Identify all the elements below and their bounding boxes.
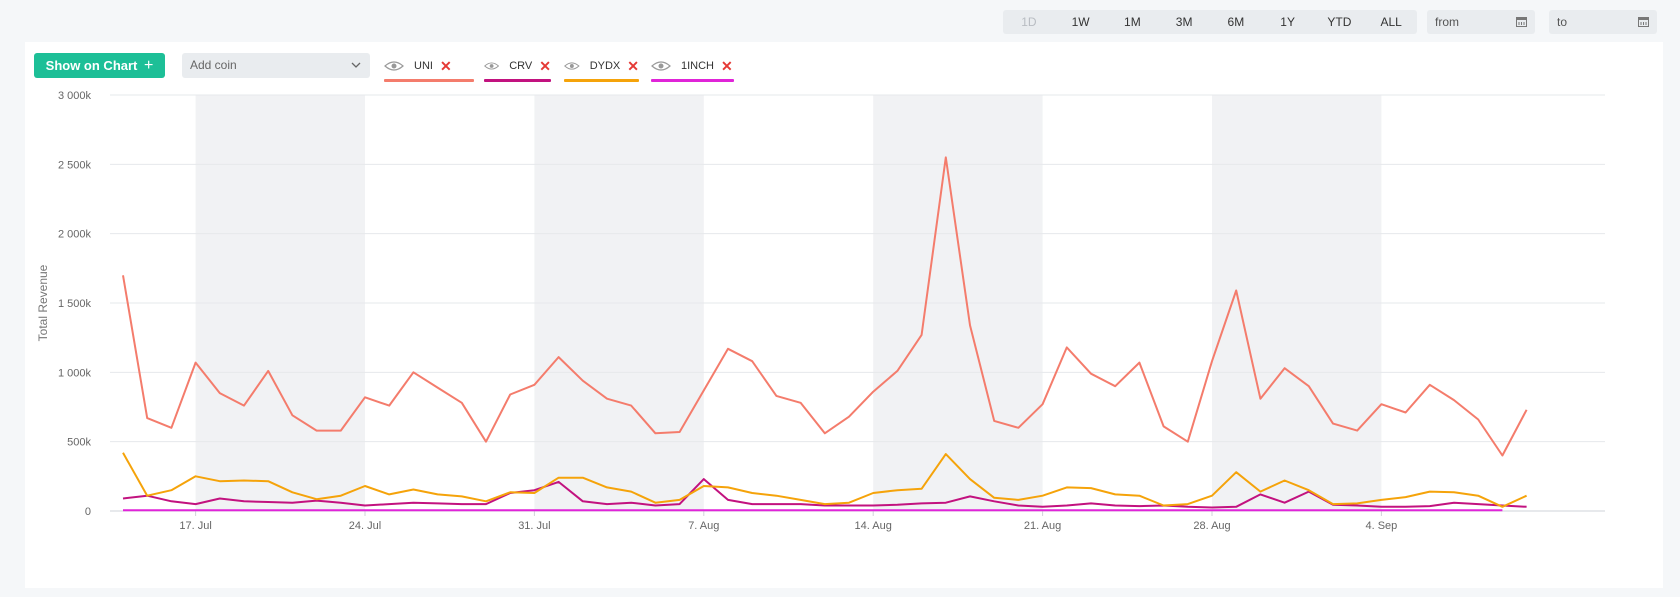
y-tick-label: 1 000k xyxy=(58,367,92,379)
coin-label: DYDX xyxy=(589,59,621,72)
x-tick-label: 28. Aug xyxy=(1193,520,1230,532)
calendar-icon xyxy=(1638,17,1649,27)
remove-coin-icon[interactable]: ✕ xyxy=(627,57,639,74)
y-tick-label: 3 000k xyxy=(58,90,92,102)
plus-icon: + xyxy=(144,57,154,74)
eye-icon[interactable] xyxy=(651,60,671,72)
range-1w-button[interactable]: 1W xyxy=(1071,15,1090,29)
from-date-input[interactable]: from xyxy=(1427,10,1535,34)
range-1m-button[interactable]: 1M xyxy=(1124,15,1141,29)
show-on-chart-button[interactable]: Show on Chart + xyxy=(34,53,165,78)
series-line-crv xyxy=(122,478,1527,509)
add-coin-placeholder: Add coin xyxy=(190,58,237,72)
series-line-dydx xyxy=(122,452,1528,508)
y-tick-label: 2 500k xyxy=(58,159,92,171)
x-tick-label: 7. Aug xyxy=(688,520,719,532)
line-chart: 0 500k 1 000k 1 500k 2 000k 2 500k 3 000k 17. J… xyxy=(36,90,1605,532)
y-tick-label: 2 000k xyxy=(58,229,92,241)
coin-label: 1INCH xyxy=(681,59,715,72)
coin-label: CRV xyxy=(509,59,533,72)
coin-tag-uni[interactable]: UNI ✕ xyxy=(384,53,474,82)
to-date-input[interactable]: to xyxy=(1549,10,1657,34)
show-on-chart-label: Show on Chart xyxy=(45,58,138,73)
y-tick-label: 1 500k xyxy=(58,298,92,310)
remove-coin-icon[interactable]: ✕ xyxy=(539,57,551,74)
range-1d-button[interactable]: 1D xyxy=(1021,15,1037,29)
series-color-underline xyxy=(384,79,474,82)
remove-coin-icon[interactable]: ✕ xyxy=(439,57,452,74)
add-coin-select[interactable]: Add coin xyxy=(182,53,370,78)
from-date-placeholder: from xyxy=(1435,15,1459,29)
eye-icon[interactable] xyxy=(564,60,580,72)
y-axis-title: Total Revenue xyxy=(36,264,50,341)
eye-icon[interactable] xyxy=(384,60,404,72)
coin-label: UNI xyxy=(414,59,433,72)
remove-coin-icon[interactable]: ✕ xyxy=(721,57,733,74)
range-6m-button[interactable]: 6M xyxy=(1227,15,1245,29)
range-all-button[interactable]: ALL xyxy=(1380,15,1402,29)
range-ytd-button[interactable]: YTD xyxy=(1327,15,1352,29)
calendar-icon xyxy=(1516,17,1527,27)
series-color-underline xyxy=(564,79,639,82)
chart-card: Show on Chart + Add coin UNI ✕ CRV ✕ DYD… xyxy=(25,42,1663,588)
series-color-underline xyxy=(484,79,551,82)
range-1y-button[interactable]: 1Y xyxy=(1280,15,1295,29)
eye-icon[interactable] xyxy=(484,60,500,72)
coin-tag-crv[interactable]: CRV ✕ xyxy=(484,53,551,82)
x-tick-label: 24. Jul xyxy=(349,520,381,532)
y-tick-label: 500k xyxy=(67,437,91,449)
chevron-down-icon xyxy=(351,62,361,68)
to-date-placeholder: to xyxy=(1557,15,1568,29)
series-color-underline xyxy=(651,79,734,82)
time-range-selector: 1D 1W 1M 3M 6M 1Y YTD ALL xyxy=(1003,10,1417,34)
x-tick-label: 21. Aug xyxy=(1024,520,1061,532)
y-tick-label: 0 xyxy=(85,506,91,518)
x-tick-label: 4. Sep xyxy=(1365,520,1397,532)
coin-tag-1inch[interactable]: 1INCH ✕ xyxy=(651,53,734,82)
x-tick-label: 31. Jul xyxy=(518,520,550,532)
coin-tag-dydx[interactable]: DYDX ✕ xyxy=(564,53,639,82)
x-tick-label: 17. Jul xyxy=(179,520,211,532)
series-line-uni xyxy=(122,156,1528,457)
x-tick-label: 14. Aug xyxy=(855,520,892,532)
range-3m-button[interactable]: 3M xyxy=(1175,15,1193,29)
